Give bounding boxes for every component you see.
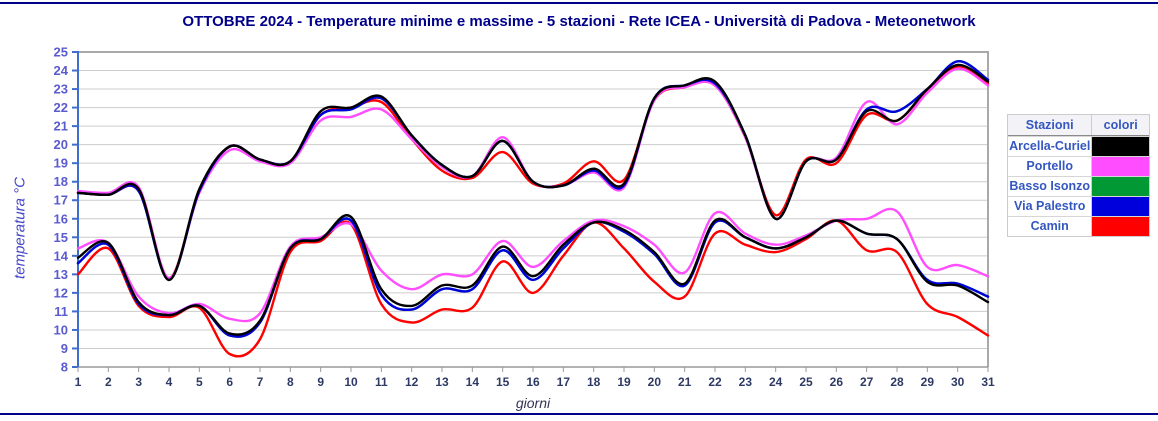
x-tick-label: 30 [951,375,965,389]
legend-station-label: Portello [1026,159,1073,173]
x-tick-label: 16 [526,375,540,389]
y-axis-title: temperatura °C [11,177,29,279]
series-portello-tmax [76,67,990,280]
y-tick-label: 16 [54,211,68,226]
y-tick-label: 11 [54,304,68,319]
legend-row-arcella-curiel: Arcella-Curiel [1008,136,1149,156]
legend-station-label: Via Palestro [1014,199,1086,213]
series-basso-isonzo-tmax [76,60,990,282]
y-tick-label: 23 [54,82,68,97]
x-tick-label: 12 [405,375,419,389]
y-tick-label: 21 [54,119,68,134]
bottom-divider [0,413,1158,415]
legend-row-via-palestro: Via Palestro [1008,196,1149,216]
x-tick-label: 3 [135,375,142,389]
legend-station-label: Camin [1030,219,1069,233]
series-arcella-curiel-tmax [76,63,990,282]
x-tick-label: 10 [344,375,358,389]
x-tick-label: 8 [287,375,294,389]
y-tick-label: 9 [61,341,68,356]
y-tick-label: 15 [54,230,68,245]
x-tick-label: 24 [769,375,783,389]
legend-color-swatch [1091,217,1149,236]
y-tick-label: 20 [54,137,68,152]
x-tick-label: 21 [678,375,692,389]
series-via-palestro-tmax [76,60,990,282]
x-tick-label: 29 [921,375,935,389]
y-tick-label: 22 [54,100,68,115]
x-tick-label: 17 [557,375,571,389]
legend-row-portello: Portello [1008,156,1149,176]
x-tick-label: 31 [981,375,995,389]
y-tick-label: 25 [54,45,68,60]
x-tick-label: 6 [226,375,233,389]
legend-header-row: Stazioni colori [1008,115,1149,136]
legend-table: Stazioni colori Arcella-Curiel Portello Ba… [1007,114,1150,237]
y-tick-label: 19 [54,156,68,171]
x-tick-label: 14 [466,375,480,389]
series-camin-tmin [76,219,990,358]
x-tick-label: 19 [617,375,631,389]
x-tick-label: 23 [739,375,753,389]
x-tick-label: 7 [257,375,264,389]
x-tick-label: 22 [708,375,722,389]
y-tick-label: 12 [54,285,68,300]
y-tick-label: 14 [54,248,69,263]
y-tick-label: 13 [54,267,68,282]
x-tick-label: 11 [375,375,388,389]
legend-color-swatch [1091,177,1149,196]
y-tick-label: 18 [54,174,68,189]
y-tick-label: 8 [61,360,68,375]
x-tick-label: 28 [890,375,904,389]
x-tick-label: 9 [317,375,324,389]
legend-station-label: Arcella-Curiel [1009,139,1091,153]
x-tick-label: 4 [166,375,173,389]
y-tick-label: 24 [54,63,69,78]
series-arcella-curiel-tmin [76,214,990,336]
legend-header-colori: colori [1091,115,1149,135]
x-tick-label: 18 [587,375,601,389]
series-camin-tmax [76,65,990,280]
x-tick-label: 26 [830,375,844,389]
y-tick-label: 10 [54,322,68,337]
legend-header-stazioni: Stazioni [1025,118,1074,132]
legend-row-basso-isonzo: Basso Isonzo [1008,176,1149,196]
x-tick-label: 27 [860,375,874,389]
legend-station-label: Basso Isonzo [1009,179,1090,193]
legend-color-swatch [1091,197,1149,216]
y-tick-label: 17 [54,193,68,208]
legend-color-swatch [1091,137,1149,156]
legend-row-camin: Camin [1008,216,1149,236]
x-tick-label: 5 [196,375,203,389]
x-tick-label: 1 [75,375,82,389]
top-divider [0,2,1158,4]
chart-title: OTTOBRE 2024 - Temperature minime e mass… [182,13,976,30]
legend-color-swatch [1091,157,1149,176]
x-tick-label: 13 [435,375,449,389]
x-tick-label: 25 [799,375,813,389]
x-axis-title: giorni [515,395,551,411]
x-tick-label: 15 [496,375,510,389]
x-tick-label: 20 [648,375,662,389]
x-tick-label: 2 [105,375,112,389]
